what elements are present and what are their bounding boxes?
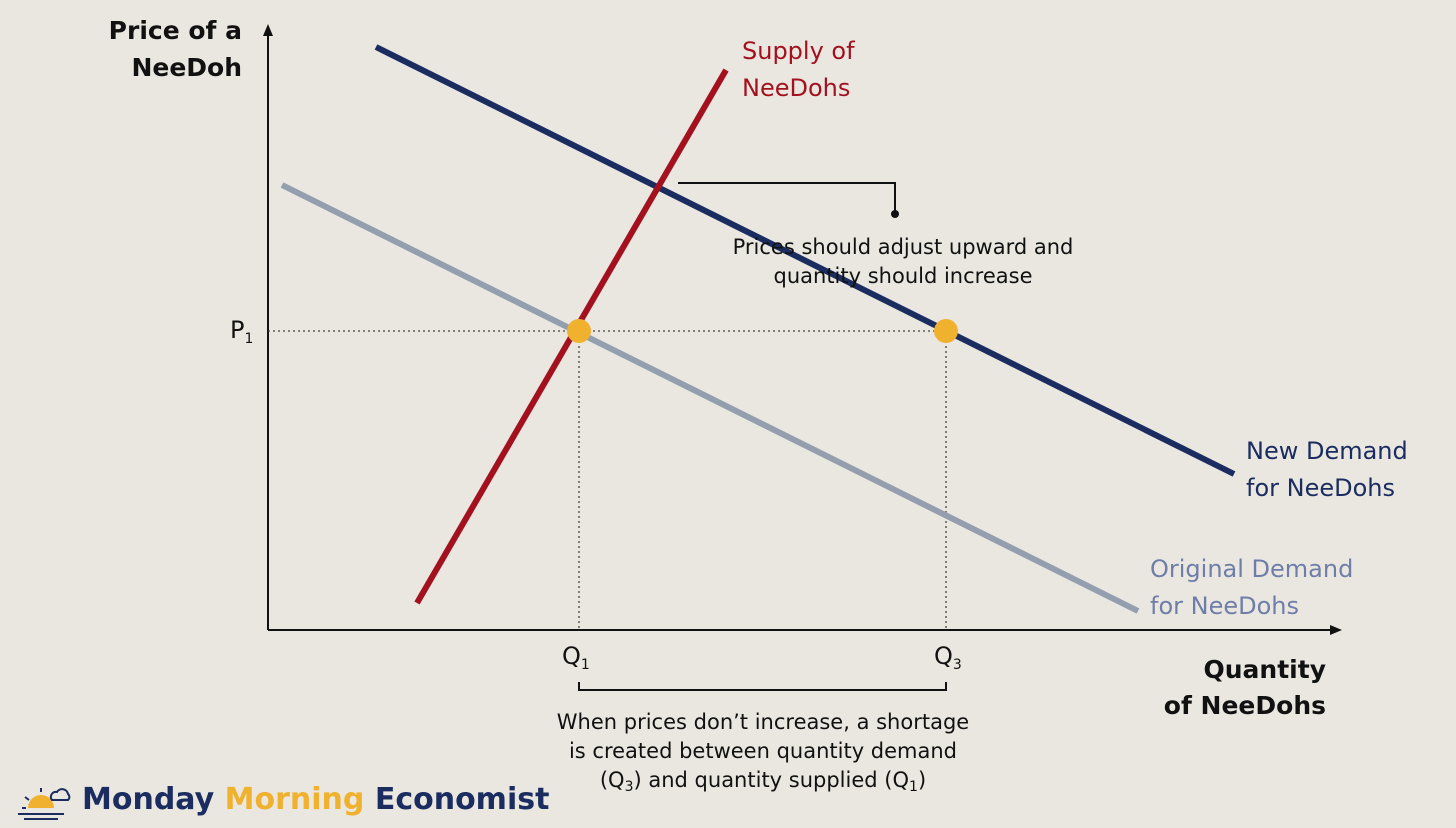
new-demand-line — [374, 44, 1236, 477]
marker-sub: 1 — [581, 657, 590, 673]
q1-marker: Q1 — [562, 642, 590, 673]
callout-leader — [678, 182, 896, 213]
demand-dot — [934, 319, 958, 343]
original-demand-line — [280, 182, 1140, 614]
q3-marker: Q3 — [934, 642, 962, 673]
note-text: is created between quantity demand — [569, 739, 957, 763]
supply-label: Supply of — [742, 37, 855, 65]
x-axis-label: Quantity — [1204, 655, 1327, 684]
cloud — [49, 788, 71, 801]
x-axis-label: of NeeDohs — [1164, 691, 1326, 720]
supply-label: NeeDohs — [742, 74, 850, 102]
brand-logo: Monday Morning Economist — [18, 782, 549, 820]
note-text: When prices don’t increase, a shortage — [557, 710, 969, 734]
brand-name: Monday Morning Economist — [82, 782, 549, 817]
sun — [28, 795, 54, 808]
note-part: ) — [918, 768, 926, 792]
x-arrow — [1330, 625, 1342, 635]
callout-dot — [891, 210, 899, 218]
note-text: (Q3) and quantity supplied (Q1) — [600, 768, 926, 795]
brand-word: Monday — [82, 782, 215, 817]
original-demand-label: Original Demand — [1150, 555, 1353, 583]
marker-letter: Q — [562, 642, 581, 670]
note-sub: 3 — [625, 779, 634, 795]
note-part: ) and quantity supplied (Q — [634, 768, 910, 792]
marker-letter: P — [230, 316, 244, 344]
new-demand-label: for NeeDohs — [1246, 474, 1395, 502]
brand-word: Morning — [225, 782, 365, 817]
y-axis-label: NeeDoh — [131, 53, 242, 82]
new-demand-label: New Demand — [1246, 437, 1408, 465]
sun-rays — [18, 788, 64, 820]
callout-text: Prices should adjust upward and — [733, 235, 1074, 259]
y-axis-label: Price of a — [109, 16, 242, 45]
bracket — [578, 682, 947, 691]
marker-letter: Q — [934, 642, 953, 670]
guides — [268, 330, 947, 630]
marker-sub: 1 — [244, 331, 253, 347]
original-demand-label: for NeeDohs — [1150, 592, 1299, 620]
note-part: (Q — [600, 768, 625, 792]
note-sub: 1 — [909, 779, 918, 795]
callout-text: quantity should increase — [774, 264, 1033, 288]
price-marker: P1 — [230, 316, 253, 347]
marker-sub: 3 — [953, 657, 962, 673]
brand-word: Economist — [375, 782, 550, 817]
y-arrow — [263, 24, 273, 36]
equilibrium-dot — [567, 319, 591, 343]
